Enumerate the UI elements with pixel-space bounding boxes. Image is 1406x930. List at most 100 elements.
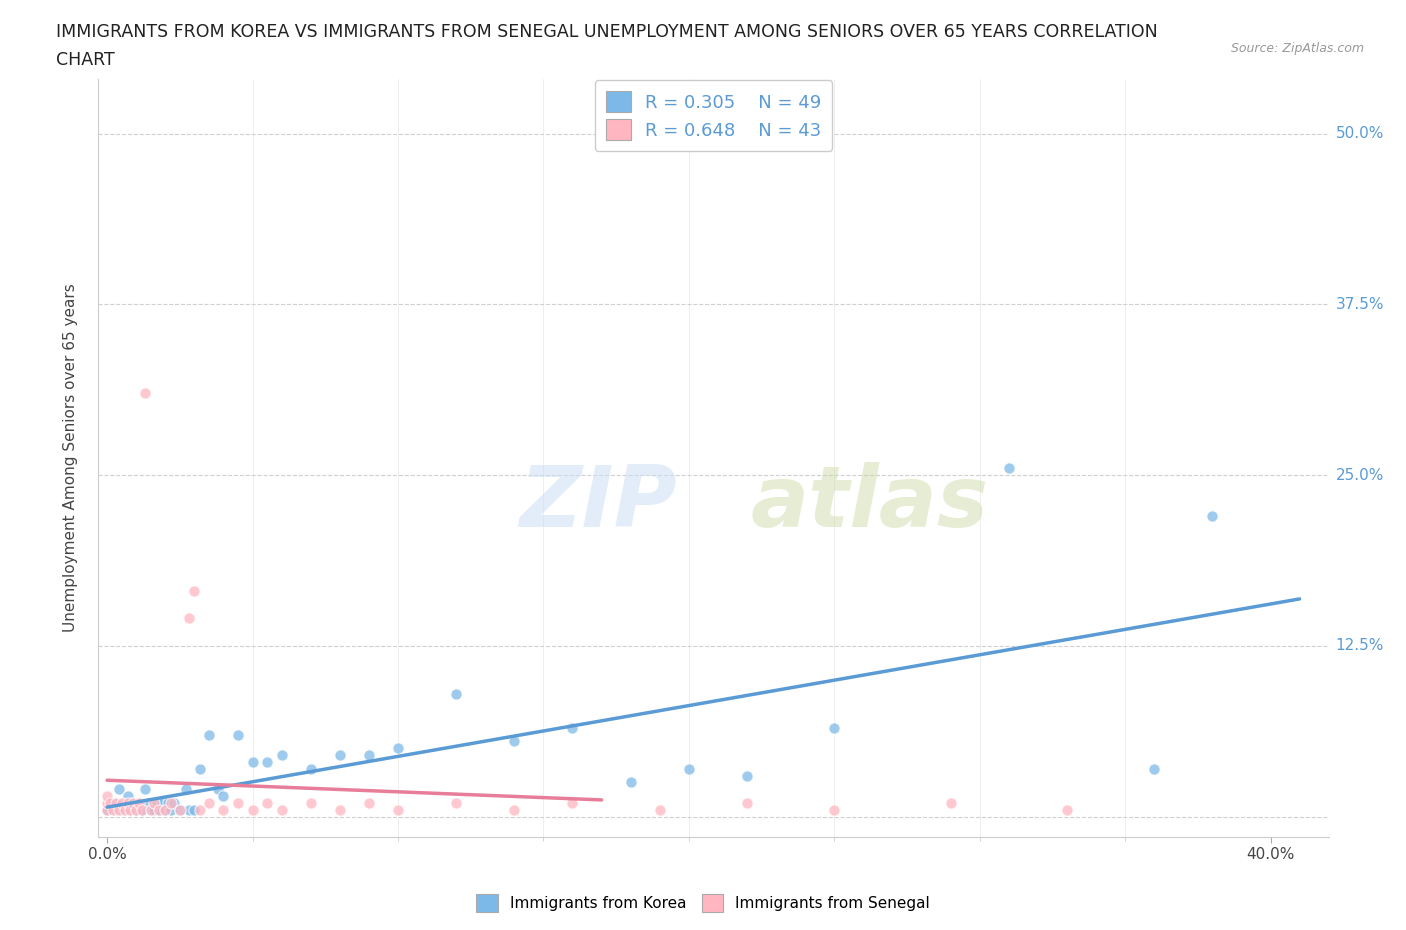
Point [131,803,153,817]
Point [242,754,264,769]
Point [148,803,170,817]
Text: CHART: CHART [56,51,115,69]
Point [117,789,139,804]
Point [96,789,118,804]
Point [136,795,159,810]
Y-axis label: Unemployment Among Seniors over 65 years: Unemployment Among Seniors over 65 years [63,284,77,632]
Point [134,386,156,401]
Point [444,686,467,701]
Point [96,795,118,810]
Point [270,748,292,763]
Point [183,584,205,599]
Point [329,803,352,817]
Text: ZIP: ZIP [519,462,676,545]
Point [329,748,352,763]
Point [648,803,671,817]
Point [114,803,136,817]
Text: Source: ZipAtlas.com: Source: ZipAtlas.com [1230,42,1364,55]
Point [1143,762,1166,777]
Point [111,795,134,810]
Point [270,803,292,817]
Point [256,795,278,810]
Point [101,803,124,817]
Point [107,803,129,817]
Point [387,803,409,817]
Point [104,803,127,817]
Point [823,721,845,736]
Point [125,803,148,817]
Point [561,721,583,736]
Point [145,795,167,810]
Point [111,803,134,817]
Point [142,795,165,810]
Point [823,803,845,817]
Point [177,803,200,817]
Point [444,795,467,810]
Legend: R = 0.305    N = 49, R = 0.648    N = 43: R = 0.305 N = 49, R = 0.648 N = 43 [595,81,832,151]
Text: 12.5%: 12.5% [1336,638,1384,653]
Point [169,803,191,817]
Point [387,741,409,756]
Point [256,754,278,769]
Point [96,803,118,817]
Point [117,795,139,810]
Text: 50.0%: 50.0% [1336,126,1384,141]
Point [125,803,148,817]
Point [188,762,211,777]
Point [735,795,758,810]
Point [139,803,162,817]
Point [212,789,235,804]
Text: atlas: atlas [751,462,988,545]
Point [128,795,150,810]
Point [997,461,1019,476]
Point [122,795,145,810]
Point [226,727,249,742]
Point [163,795,186,810]
Point [157,795,180,810]
Point [155,803,177,817]
Point [177,611,200,626]
Point [620,775,643,790]
Point [120,803,142,817]
Point [139,803,162,817]
Text: 25.0%: 25.0% [1336,468,1384,483]
Point [174,782,197,797]
Point [128,795,150,810]
Point [212,803,235,817]
Point [299,795,322,810]
Point [357,748,380,763]
Point [735,768,758,783]
Point [114,795,136,810]
Point [152,795,174,810]
Point [101,795,124,810]
Point [98,795,121,810]
Point [1201,509,1223,524]
Point [148,803,170,817]
Point [142,803,165,817]
Point [131,803,153,817]
Point [155,803,177,817]
Point [1056,803,1078,817]
Point [299,762,322,777]
Point [503,803,526,817]
Point [134,782,156,797]
Point [678,762,700,777]
Point [160,803,183,817]
Point [96,803,118,817]
Point [939,795,962,810]
Point [357,795,380,810]
Point [561,795,583,810]
Point [169,803,191,817]
Point [198,727,221,742]
Point [188,803,211,817]
Point [226,795,249,810]
Point [207,782,229,797]
Point [104,795,127,810]
Point [198,795,221,810]
Point [242,803,264,817]
Point [160,795,183,810]
Point [122,795,145,810]
Text: IMMIGRANTS FROM KOREA VS IMMIGRANTS FROM SENEGAL UNEMPLOYMENT AMONG SENIORS OVER: IMMIGRANTS FROM KOREA VS IMMIGRANTS FROM… [56,23,1159,41]
Text: 37.5%: 37.5% [1336,297,1384,312]
Point [183,803,205,817]
